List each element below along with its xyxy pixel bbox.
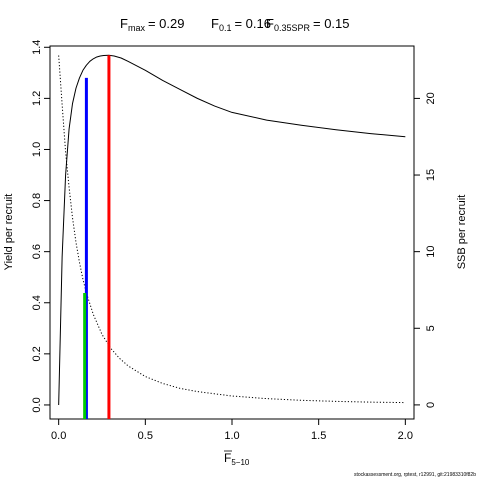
svg-text:Fmax= 0.29: Fmax = 0.29	[120, 16, 184, 33]
title-fspr-sub: 0.35SPR	[274, 23, 311, 33]
y-left-tick-label: 1.0	[31, 142, 43, 157]
y-left-tick-label: 1.2	[31, 91, 43, 106]
y-left-tick-label: 0.6	[31, 244, 43, 259]
title-f01-value: = 0.16	[234, 16, 271, 31]
y-right-tick-label: 10	[425, 246, 437, 258]
x-tick-label: 1.5	[311, 430, 326, 442]
y-left-tick-label: 1.4	[31, 40, 43, 55]
x-axis-label-main: F	[224, 451, 231, 465]
plot-frame	[49, 45, 415, 420]
chart-title: Fmax = 0.29 F0.1 = 0.16 F0.35SPR = 0.15	[120, 16, 350, 33]
yield-per-recruit-line	[58, 54, 406, 405]
x-tick-label: 0.5	[138, 430, 153, 442]
svg-text:F0.1= 0.16: F0.1 = 0.16	[211, 16, 271, 33]
y-right-axis: 0 5 10 15 20	[414, 92, 437, 408]
x-tick-label: 1.0	[224, 430, 239, 442]
y-right-tick-label: 15	[425, 169, 437, 181]
y-left-tick-label: 0.8	[31, 193, 43, 208]
ssb-per-recruit-line	[58, 55, 406, 404]
title-fmax-value: = 0.29	[148, 16, 185, 31]
title-fmax-label: F	[120, 16, 128, 31]
title-f01-label: F	[211, 16, 219, 31]
x-axis-label: F5−10	[224, 451, 250, 467]
svg-text:F0.35SPR= 0.15: F0.35SPR = 0.15	[266, 16, 350, 33]
x-tick-label: 2.0	[398, 430, 413, 442]
x-axis-label-sub: 5−10	[231, 458, 250, 467]
x-tick-label: 0.0	[51, 430, 66, 442]
y-right-tick-label: 0	[425, 402, 437, 408]
y-left-axis-label: Yield per recruit	[3, 194, 15, 271]
y-left-tick-label: 0.0	[31, 397, 43, 412]
title-fspr-label: F	[266, 16, 274, 31]
series-layer	[58, 54, 406, 405]
y-left-tick-label: 0.2	[31, 346, 43, 361]
title-f01-sub: 0.1	[219, 23, 232, 33]
y-right-axis-label: SSB per recruit	[456, 195, 468, 270]
x-axis: 0.0 0.5 1.0 1.5 2.0	[51, 419, 413, 442]
reference-lines	[83, 55, 111, 419]
y-right-tick-label: 20	[425, 92, 437, 104]
title-fmax-sub: max	[128, 23, 146, 33]
y-left-tick-label: 0.4	[31, 295, 43, 310]
footer-note: stockassessment.org, rptest, r12991, git…	[353, 472, 476, 478]
y-right-tick-label: 5	[425, 325, 437, 331]
title-fspr-value: = 0.15	[313, 16, 350, 31]
y-left-axis: 0.0 0.2 0.4 0.6 0.8 1.0 1.2 1.4	[31, 40, 50, 413]
